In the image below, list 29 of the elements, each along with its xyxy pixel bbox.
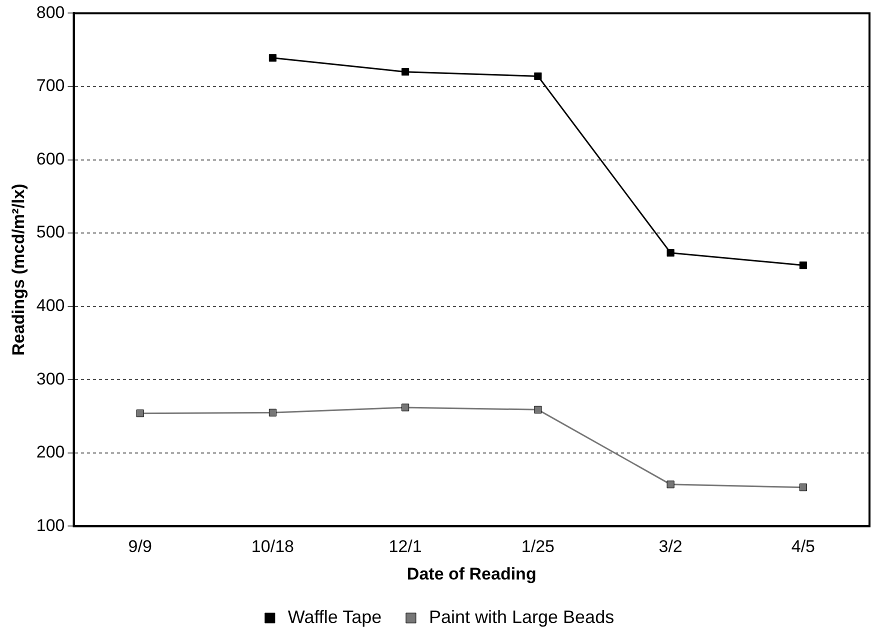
- point: [534, 72, 542, 80]
- y-tick-label: 800: [36, 2, 65, 22]
- x-tick-label: 3/2: [658, 537, 682, 556]
- legend-label: Waffle Tape: [288, 606, 382, 627]
- y-axis-title: Readings (mcd/m²/lx): [8, 184, 28, 356]
- y-tick-label: 400: [36, 296, 65, 316]
- x-tick-label: 10/18: [251, 537, 294, 556]
- x-tick-label: 12/1: [388, 537, 422, 556]
- y-tick-label: 500: [36, 222, 65, 242]
- y-tick-label: 700: [36, 76, 65, 96]
- y-tick-label: 300: [36, 369, 65, 388]
- point: [136, 410, 144, 418]
- x-tick-label: 1/25: [521, 537, 554, 556]
- point: [666, 249, 674, 257]
- point: [268, 54, 276, 62]
- x-axis-title: Date of Reading: [406, 564, 536, 584]
- y-tick-label: 200: [36, 442, 65, 462]
- point: [799, 484, 807, 492]
- y-tick-label: 100: [36, 516, 65, 535]
- point: [666, 480, 674, 488]
- point: [402, 404, 410, 412]
- legend-label: Paint with Large Beads: [428, 606, 614, 627]
- y-tick-label: 600: [36, 149, 65, 168]
- point: [402, 68, 410, 76]
- x-tick-label: 4/5: [791, 537, 816, 556]
- x-tick-label: 9/9: [128, 537, 152, 556]
- point: [268, 408, 276, 416]
- point: [799, 262, 807, 270]
- point: [534, 406, 542, 414]
